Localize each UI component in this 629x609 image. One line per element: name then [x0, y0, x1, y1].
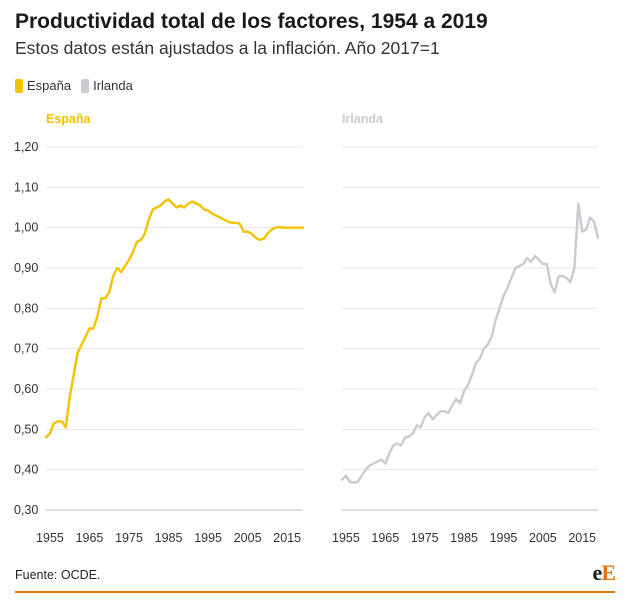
x-tick-label-espana: 2005	[234, 531, 262, 545]
bottom-rule	[15, 591, 615, 593]
series-line-espana	[44, 198, 305, 439]
x-tick-label-irlanda: 1955	[332, 531, 360, 545]
logo-part-2: E	[601, 560, 616, 585]
series-line-irlanda	[340, 202, 600, 484]
source-note: Fuente: OCDE.	[15, 568, 101, 582]
x-tick-label-espana: 2015	[273, 531, 301, 545]
legend-swatch-irlanda	[81, 78, 90, 93]
legend: España Irlanda	[15, 78, 143, 93]
x-tick-label-irlanda: 1985	[450, 531, 478, 545]
x-tick-label-espana: 1985	[155, 531, 183, 545]
y-tick-label: 0,80	[14, 301, 38, 315]
legend-label-espana: España	[27, 78, 72, 93]
y-tick-label: 0,70	[14, 342, 38, 356]
y-tick-label: 1,20	[14, 140, 38, 154]
x-tick-label-irlanda: 2005	[529, 531, 557, 545]
x-tick-label-irlanda: 1995	[490, 531, 518, 545]
chart-subtitle: Estos datos están ajustados a la inflaci…	[15, 38, 440, 58]
y-tick-label: 0,40	[14, 463, 38, 477]
y-tick-label: 0,30	[14, 503, 38, 517]
x-tick-label-espana: 1975	[115, 531, 143, 545]
legend-item-irlanda[interactable]: Irlanda	[81, 78, 133, 93]
legend-item-espana[interactable]: España	[15, 78, 71, 93]
y-tick-label: 0,90	[14, 261, 38, 275]
panel-title-espana: España	[46, 112, 92, 126]
x-tick-label-irlanda: 1965	[371, 531, 399, 545]
y-tick-label: 1,10	[14, 180, 38, 194]
x-tick-label-espana: 1955	[36, 531, 64, 545]
y-tick-label: 1,00	[14, 221, 38, 235]
logo-part-1: e	[592, 560, 603, 585]
x-tick-label-espana: 1965	[76, 531, 104, 545]
legend-swatch-espana	[15, 78, 23, 93]
publisher-logo: eE	[592, 560, 616, 586]
panel-title-irlanda: Irlanda	[342, 112, 384, 126]
y-tick-label: 0,50	[14, 422, 38, 436]
x-tick-label-irlanda: 2015	[568, 531, 596, 545]
chart-title: Productividad total de los factores, 195…	[15, 10, 488, 33]
chart-area: 0,30 0,40 0,50 0,60 0,70 0,80 0,90 1,00 1,10 1,20…	[14, 112, 600, 545]
y-tick-label: 0,60	[14, 382, 38, 396]
legend-label-irlanda: Irlanda	[93, 78, 133, 93]
x-tick-label-espana: 1995	[194, 531, 222, 545]
x-tick-label-irlanda: 1975	[411, 531, 439, 545]
